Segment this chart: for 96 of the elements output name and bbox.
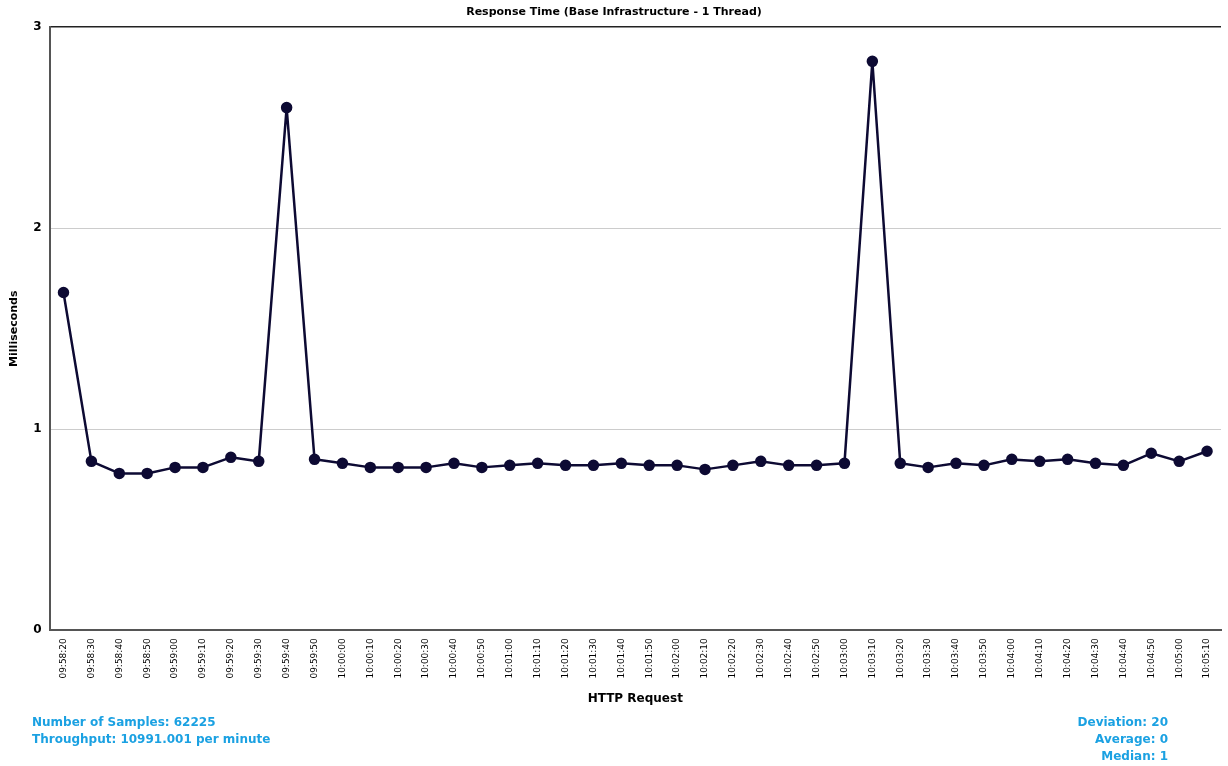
point — [448, 457, 460, 470]
point — [559, 459, 572, 472]
point — [392, 461, 404, 474]
point — [169, 461, 181, 474]
point — [699, 463, 711, 476]
x-tick-label: 10:03:00 — [838, 637, 849, 679]
point — [336, 457, 349, 470]
x-tick-label: 10:01:00 — [504, 637, 515, 679]
x-tick-label: 10:04:20 — [1061, 637, 1072, 679]
x-tick-label: 10:04:00 — [1006, 637, 1017, 679]
x-tick-label: 10:01:10 — [532, 637, 542, 679]
point — [894, 457, 906, 470]
point — [643, 459, 655, 472]
y-tick-label: 2 — [33, 220, 42, 235]
x-tick-label: 10:04:10 — [1034, 637, 1045, 679]
point — [671, 459, 683, 472]
point — [141, 467, 153, 480]
x-tick-label: 10:00:10 — [364, 637, 375, 679]
x-tick-label: 09:59:20 — [225, 637, 236, 679]
x-tick-label: 09:58:50 — [141, 637, 152, 679]
point — [1089, 457, 1102, 470]
x-tick-label: 10:03:10 — [866, 637, 877, 679]
point — [364, 461, 377, 474]
point — [280, 101, 293, 114]
point — [727, 459, 739, 472]
x-tick-label: 10:05:00 — [1173, 637, 1184, 679]
x-tick-label: 10:03:20 — [894, 637, 905, 679]
point — [810, 459, 823, 472]
point — [838, 457, 851, 470]
point — [252, 455, 265, 468]
point — [1061, 453, 1074, 466]
x-tick-label: 10:04:50 — [1145, 637, 1156, 679]
x-tick-label: 10:02:10 — [699, 637, 710, 679]
point — [225, 451, 237, 464]
point — [950, 457, 962, 470]
x-tick-label: 10:03:50 — [978, 637, 989, 679]
x-tick-label: 09:59:10 — [197, 637, 208, 679]
point — [615, 457, 628, 470]
point — [420, 461, 432, 474]
x-tick-label: 10:00:40 — [448, 637, 459, 679]
point — [782, 459, 795, 472]
point — [504, 459, 516, 472]
x-tick-label: 10:00:20 — [392, 637, 403, 679]
point — [531, 457, 544, 470]
point — [922, 461, 934, 474]
y-axis-title: Milliseconds — [7, 290, 21, 367]
point — [476, 461, 488, 474]
point — [1173, 455, 1185, 468]
point — [1145, 447, 1158, 460]
x-tick-label: 10:02:40 — [783, 637, 794, 679]
x-tick-label: 10:01:30 — [587, 637, 598, 679]
x-tick-label: 09:58:20 — [57, 637, 68, 679]
point — [1033, 455, 1046, 468]
x-tick-label: 10:01:20 — [559, 637, 570, 679]
x-tick-label: 10:04:40 — [1117, 637, 1128, 679]
text: Median: 1 — [1100, 748, 1168, 765]
x-tick-label: 10:02:20 — [727, 637, 738, 679]
x-tick-label: 09:58:40 — [113, 637, 124, 679]
x-tick-label: 10:00:30 — [420, 637, 431, 679]
y-tick-label: 3 — [33, 19, 42, 34]
x-tick-label: 09:59:50 — [308, 637, 319, 679]
x-tick-label: 10:00:50 — [476, 637, 487, 679]
x-tick-label: 10:00:00 — [336, 637, 347, 679]
point — [1006, 453, 1018, 466]
text: Number of Samples: 62225 — [32, 714, 217, 731]
point — [1201, 445, 1213, 458]
y-tick-label: 1 — [33, 421, 42, 436]
y-tick-label: 0 — [33, 622, 42, 637]
x-tick-label: 10:03:40 — [950, 637, 961, 679]
text: Deviation: 20 — [1077, 714, 1168, 731]
point — [113, 467, 126, 480]
x-tick-label: 10:05:10 — [1201, 637, 1212, 679]
x-tick-label: 09:59:40 — [280, 637, 291, 679]
point — [587, 459, 600, 472]
x-tick-label: 10:02:30 — [755, 637, 766, 679]
point — [1117, 459, 1130, 472]
point — [197, 461, 209, 474]
point — [308, 453, 321, 466]
x-tick-label: 10:03:30 — [922, 637, 933, 679]
text: Throughput: 10991.001 per minute — [32, 731, 271, 748]
point — [978, 459, 990, 472]
x-tick-label: 10:01:40 — [615, 637, 626, 679]
point — [57, 286, 70, 299]
point — [755, 455, 767, 468]
x-tick-label: 10:04:30 — [1089, 637, 1100, 679]
x-tick-label: 10:01:50 — [643, 637, 654, 679]
x-tick-label: 09:59:30 — [253, 637, 264, 679]
chart-title: Response Time (Base Infrastructure - 1 Thread) — [466, 5, 762, 19]
point — [85, 455, 98, 468]
x-axis-title: HTTP Request — [587, 690, 684, 705]
x-tick-label: 09:58:30 — [85, 637, 96, 679]
point — [866, 55, 879, 68]
x-tick-label: 09:59:00 — [169, 637, 180, 679]
x-tick-label: 10:02:00 — [671, 637, 682, 679]
text: Average: 0 — [1094, 731, 1168, 748]
x-tick-label: 10:02:50 — [810, 637, 821, 679]
